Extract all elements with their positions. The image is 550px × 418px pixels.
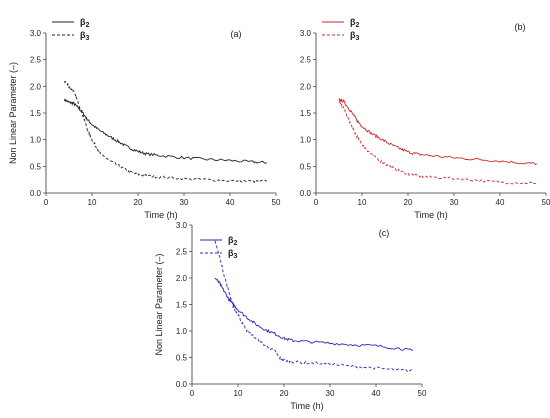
x-tick-label: 40	[496, 198, 505, 207]
x-tick-label: 20	[404, 198, 413, 207]
y-axis-title: Non Linear Parameter (–)	[8, 62, 18, 164]
y-tick-label: 1.5	[30, 109, 42, 118]
y-tick-label: 1.0	[176, 327, 188, 336]
x-tick-label: 50	[542, 198, 550, 207]
legend-label-beta3: β3	[80, 30, 90, 42]
legend-label-beta2: β2	[350, 17, 360, 29]
series-line-beta2	[63, 98, 268, 164]
chart-panel-3: 0.0 0.5 1.0 1.5 2.0 2.5 3.0 0 10 20 30 40 50 Time (h)…	[154, 221, 427, 411]
x-tick-label: 20	[280, 389, 289, 398]
x-tick-label: 50	[272, 198, 281, 207]
y-tick-label: 0.0	[300, 189, 312, 198]
x-tick-label: 40	[226, 198, 235, 207]
x-tick-label: 50	[418, 389, 427, 398]
x-axis-title: Time (h)	[144, 210, 177, 220]
y-tick-label: 1.0	[30, 136, 42, 145]
legend-label-beta3: β3	[228, 248, 238, 260]
x-tick-label: 30	[326, 389, 335, 398]
series-line-beta2	[338, 97, 538, 166]
series-line-beta3	[214, 240, 414, 373]
y-tick-label: 0.0	[30, 189, 42, 198]
series-line-beta2	[214, 277, 414, 351]
chart-panel-2: 0.0 0.5 1.0 1.5 2.0 2.5 3.0 0 10 20 30 40 50 Time (h)…	[300, 17, 550, 220]
x-tick-label: 10	[358, 198, 367, 207]
series-line-beta3	[63, 80, 268, 184]
y-tick-label: 3.0	[30, 29, 42, 38]
y-tick-label: 0.5	[300, 162, 312, 171]
legend-label-beta3: β3	[350, 30, 360, 42]
y-tick-label: 3.0	[300, 29, 312, 38]
x-tick-label: 40	[372, 389, 381, 398]
x-tick-label: 10	[88, 198, 97, 207]
panel-label: (c)	[379, 228, 390, 238]
y-tick-label: 0.5	[176, 354, 188, 363]
x-tick-label: 30	[450, 198, 459, 207]
x-axis-title: Time (h)	[290, 401, 323, 411]
x-tick-label: 0	[44, 198, 49, 207]
y-tick-label: 1.5	[300, 109, 312, 118]
y-axis-title: Non Linear Parameter (–)	[154, 253, 164, 355]
y-tick-label: 2.0	[176, 274, 188, 283]
x-tick-label: 0	[190, 389, 195, 398]
y-tick-label: 2.5	[300, 56, 312, 65]
legend-label-beta2: β2	[80, 17, 90, 29]
y-tick-label: 1.5	[176, 301, 188, 310]
panel-label: (a)	[231, 29, 242, 39]
x-axis-title: Time (h)	[414, 210, 447, 220]
panel-label: (b)	[515, 22, 526, 32]
y-tick-label: 1.0	[300, 136, 312, 145]
chart-panel-1: 0.0 0.5 1.0 1.5 2.0 2.5 3.0 0 10 20 30 40 50 Time (h)…	[8, 17, 281, 220]
series-line-beta3	[338, 101, 537, 185]
y-tick-label: 2.0	[30, 82, 42, 91]
y-tick-label: 2.5	[30, 56, 42, 65]
y-tick-label: 0.0	[176, 380, 188, 389]
y-tick-label: 0.5	[30, 162, 42, 171]
y-tick-label: 2.5	[176, 248, 188, 257]
y-tick-label: 3.0	[176, 221, 188, 230]
x-tick-label: 20	[134, 198, 143, 207]
legend-label-beta2: β2	[228, 235, 238, 247]
y-tick-label: 2.0	[300, 82, 312, 91]
x-tick-label: 10	[234, 389, 243, 398]
x-tick-label: 0	[314, 198, 319, 207]
x-tick-label: 30	[180, 198, 189, 207]
